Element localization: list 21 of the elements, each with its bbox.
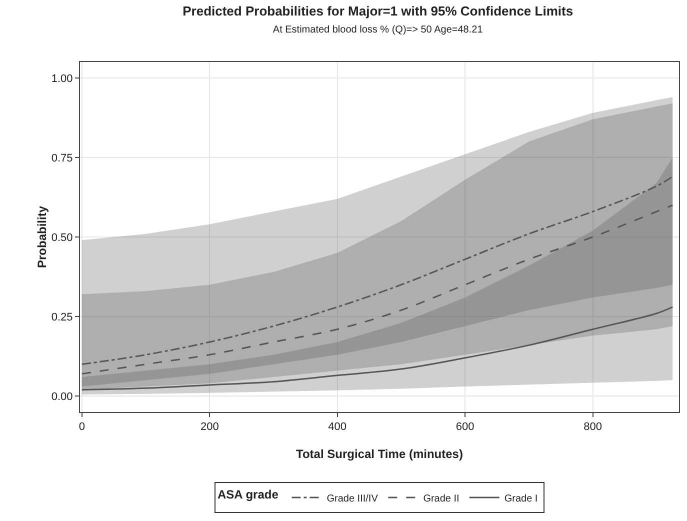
y-tick-label: 0.75: [51, 152, 73, 164]
legend-label: Grade I: [504, 493, 538, 504]
y-tick-label: 1.00: [51, 72, 73, 85]
legend-label: Grade III/IV: [326, 493, 378, 504]
line-series: [81, 204, 674, 375]
x-tick-label: 600: [456, 421, 474, 434]
legend-label: Grade II: [423, 493, 460, 504]
y-tick-label: 0.00: [51, 390, 73, 403]
line-series: [81, 176, 674, 366]
chart-title: Predicted Probabilities for Major=1 with 95% Confidence Limits: [182, 4, 574, 19]
x-tick-label: 800: [584, 421, 602, 434]
chart-subtitle: At Estimated blood loss % (Q)=> 50 Age=48.21: [272, 24, 484, 36]
y-tick-label: 0.50: [51, 232, 73, 244]
y-tick-label: 0.25: [51, 311, 73, 324]
x-tick-label: 0: [78, 421, 85, 434]
x-tick-label: 400: [328, 421, 347, 434]
y-axis-title: Probability: [35, 206, 49, 268]
line-series: [81, 306, 674, 390]
x-axis-title: Total Surgical Time (minutes): [296, 447, 463, 461]
x-tick-label: 200: [200, 421, 219, 434]
legend-title: ASA grade: [218, 488, 279, 502]
